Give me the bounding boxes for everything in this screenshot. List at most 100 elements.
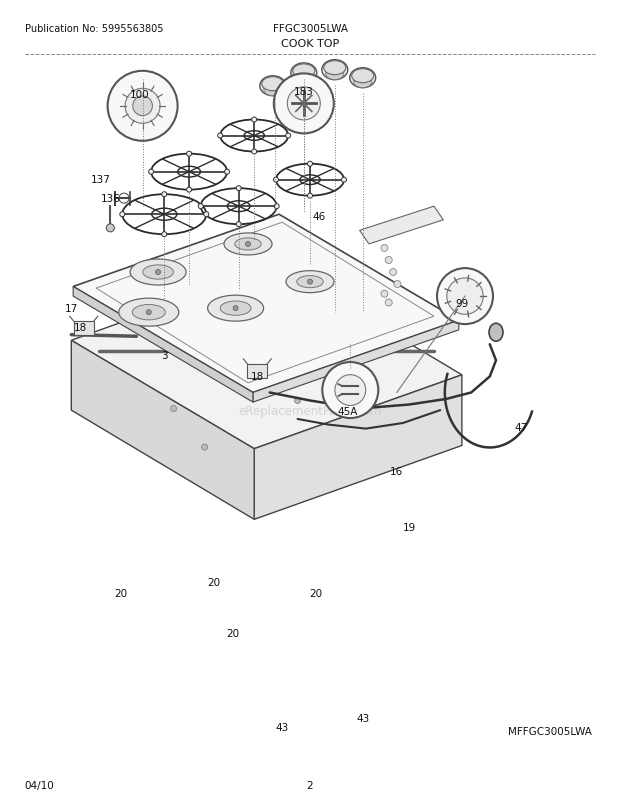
Circle shape (252, 150, 257, 155)
Circle shape (437, 269, 493, 325)
Circle shape (286, 134, 291, 139)
Text: COOK TOP: COOK TOP (281, 38, 339, 48)
Circle shape (447, 278, 483, 315)
Circle shape (120, 213, 125, 217)
Circle shape (308, 280, 312, 285)
Text: 47: 47 (514, 423, 528, 432)
Circle shape (226, 361, 233, 369)
Text: 18: 18 (250, 372, 264, 382)
Ellipse shape (489, 324, 503, 342)
Circle shape (125, 89, 160, 124)
Circle shape (385, 300, 392, 306)
Circle shape (233, 306, 238, 311)
Ellipse shape (130, 260, 186, 286)
Circle shape (213, 341, 221, 349)
Text: 20: 20 (309, 589, 323, 598)
Ellipse shape (208, 296, 264, 322)
Circle shape (162, 233, 167, 237)
Circle shape (187, 152, 192, 157)
Circle shape (218, 134, 223, 139)
Circle shape (162, 192, 167, 197)
Ellipse shape (326, 69, 344, 80)
Text: 19: 19 (402, 522, 416, 532)
Ellipse shape (264, 85, 282, 96)
Circle shape (202, 444, 208, 451)
Text: 17: 17 (64, 304, 78, 314)
Text: 183: 183 (294, 87, 314, 97)
Circle shape (224, 170, 229, 175)
Ellipse shape (119, 299, 179, 326)
Text: 2: 2 (307, 780, 313, 790)
Ellipse shape (352, 70, 374, 83)
Circle shape (198, 205, 203, 209)
Circle shape (146, 310, 151, 315)
Polygon shape (73, 215, 459, 393)
Circle shape (149, 170, 154, 175)
Ellipse shape (260, 77, 286, 96)
Ellipse shape (132, 305, 166, 321)
Ellipse shape (294, 72, 313, 83)
Polygon shape (253, 321, 459, 403)
Circle shape (385, 257, 392, 264)
Circle shape (236, 186, 241, 192)
Text: 04/10: 04/10 (25, 780, 55, 790)
Text: 43: 43 (275, 723, 289, 732)
Circle shape (236, 222, 241, 228)
Polygon shape (71, 266, 462, 449)
Polygon shape (254, 375, 462, 520)
Circle shape (156, 270, 161, 275)
Circle shape (394, 282, 401, 288)
Text: 46: 46 (312, 212, 326, 221)
Circle shape (381, 291, 388, 298)
Circle shape (381, 245, 388, 252)
Text: 20: 20 (114, 589, 128, 598)
Ellipse shape (235, 238, 261, 251)
Text: 18: 18 (74, 322, 87, 332)
Ellipse shape (291, 64, 317, 83)
Circle shape (108, 71, 177, 142)
Circle shape (107, 225, 114, 233)
Text: MFFGC3005LWA: MFFGC3005LWA (508, 726, 592, 735)
Circle shape (133, 97, 153, 116)
Circle shape (274, 205, 279, 209)
Ellipse shape (293, 65, 315, 79)
Ellipse shape (322, 61, 348, 80)
Text: Publication No: 5995563805: Publication No: 5995563805 (25, 24, 163, 34)
Circle shape (170, 406, 177, 412)
Polygon shape (71, 341, 254, 520)
Ellipse shape (353, 77, 372, 88)
Ellipse shape (220, 302, 251, 316)
Text: 137: 137 (91, 175, 110, 184)
Ellipse shape (297, 276, 323, 289)
Circle shape (187, 188, 192, 193)
Ellipse shape (224, 233, 272, 256)
Text: 100: 100 (130, 90, 149, 99)
Ellipse shape (350, 69, 376, 88)
Text: 20: 20 (226, 629, 239, 638)
Text: 136: 136 (100, 194, 120, 204)
Ellipse shape (286, 271, 334, 294)
Text: 16: 16 (390, 467, 404, 476)
Circle shape (273, 178, 278, 183)
Polygon shape (73, 287, 253, 403)
Text: eReplacementParts.com: eReplacementParts.com (238, 405, 382, 418)
Circle shape (331, 313, 339, 321)
Circle shape (343, 333, 351, 341)
Polygon shape (360, 207, 443, 245)
Circle shape (294, 398, 301, 404)
Bar (247, 364, 267, 379)
Circle shape (246, 242, 250, 247)
Circle shape (389, 269, 397, 276)
Circle shape (204, 213, 209, 217)
Text: 99: 99 (455, 298, 469, 308)
Text: 45A: 45A (337, 407, 357, 416)
Circle shape (308, 194, 312, 199)
Ellipse shape (143, 265, 174, 280)
Text: FFGC3005LWA: FFGC3005LWA (273, 24, 347, 34)
Circle shape (308, 162, 312, 167)
Circle shape (287, 87, 321, 121)
Ellipse shape (262, 78, 284, 91)
Circle shape (335, 375, 366, 406)
Circle shape (342, 178, 347, 183)
Circle shape (274, 75, 334, 134)
